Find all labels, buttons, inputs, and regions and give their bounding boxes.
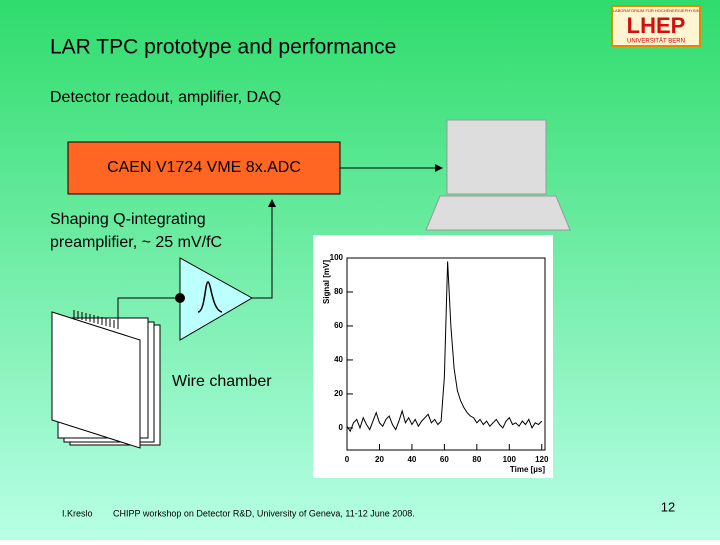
author: I.Kreslo bbox=[62, 508, 93, 518]
y-tick-label: 40 bbox=[334, 355, 343, 364]
x-tick-label: 120 bbox=[535, 455, 549, 464]
chamber-line bbox=[117, 297, 180, 321]
logo-top: LABORATORIUM FÜR HOCHENERGIEPHYSIK bbox=[613, 8, 700, 13]
wires bbox=[73, 310, 119, 329]
title: LAR TPC prototype and performance bbox=[50, 36, 396, 59]
y-axis-label: Signal [mV] bbox=[322, 260, 331, 304]
logo-name: LHEP bbox=[627, 13, 686, 38]
preamp-label: preamplifier, ~ 25 mV/fC bbox=[50, 234, 222, 251]
keyboard bbox=[425, 195, 571, 231]
x-tick-label: 60 bbox=[440, 455, 449, 464]
signal-line bbox=[252, 199, 276, 299]
logo-bottom: UNIVERSITÄT BERN bbox=[627, 38, 685, 45]
y-tick-label: 100 bbox=[330, 253, 344, 262]
subtitle: Detector readout, amplifier, DAQ bbox=[50, 89, 281, 106]
x-tick-label: 100 bbox=[503, 455, 517, 464]
x-tick-label: 0 bbox=[345, 455, 350, 464]
x-axis-label: Time [µs] bbox=[510, 465, 545, 474]
signal-trace bbox=[346, 261, 543, 433]
event: CHIPP workshop on Detector R&D, Universi… bbox=[113, 508, 415, 518]
preamp-label: Shaping Q-integrating bbox=[50, 211, 206, 228]
monitor bbox=[446, 119, 547, 195]
x-tick-label: 20 bbox=[375, 455, 384, 464]
plot-frame bbox=[346, 257, 546, 451]
input-dot bbox=[175, 293, 185, 303]
plot-background bbox=[313, 235, 553, 478]
logo: LABORATORIUM FÜR HOCHENERGIEPHYSIK LHEP … bbox=[611, 5, 701, 47]
y-tick-label: 20 bbox=[334, 389, 343, 398]
adc-label: CAEN V1724 VME 8x.ADC bbox=[107, 159, 301, 176]
y-tick-label: 60 bbox=[334, 321, 343, 330]
chamber-label: Wire chamber bbox=[172, 373, 272, 390]
wire-chamber bbox=[51, 297, 180, 449]
x-tick-label: 40 bbox=[407, 455, 416, 464]
x-tick-label: 80 bbox=[472, 455, 481, 464]
pulse-icon bbox=[197, 281, 223, 313]
chamber-plane bbox=[51, 311, 141, 449]
y-tick-label: 80 bbox=[334, 287, 343, 296]
page-number: 12 bbox=[661, 499, 675, 514]
logo-box bbox=[611, 5, 701, 47]
plot: Signal [mV] Time [µs] 0 20 40 60 80 100 0 20 40 6… bbox=[313, 235, 553, 478]
y-tick-label: 0 bbox=[339, 423, 344, 432]
